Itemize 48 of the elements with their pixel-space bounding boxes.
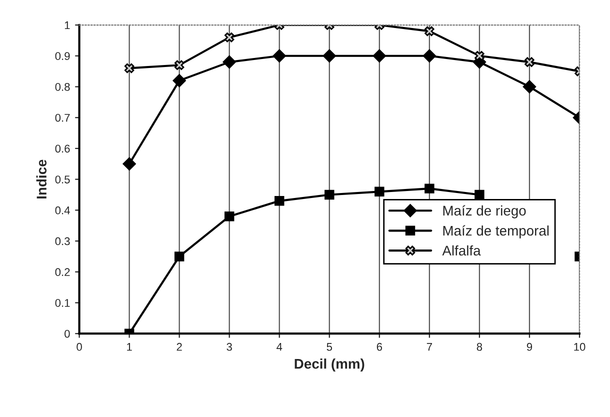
point	[274, 196, 284, 206]
point	[522, 80, 536, 94]
point	[124, 63, 134, 74]
x-axis-title: Decil (mm)	[294, 358, 364, 372]
y-tick-label: 1	[64, 21, 70, 30]
x-tick-label: 0	[76, 342, 82, 351]
point	[122, 157, 136, 170]
y-tick-label: 0.8	[55, 83, 70, 91]
point	[372, 49, 386, 62]
legend-label: Alfalfa	[442, 245, 481, 256]
legend-label: Maíz de temporal	[443, 225, 549, 238]
x-tick-label: 2	[176, 342, 182, 351]
point	[422, 49, 436, 62]
y-axis-title: Indice	[36, 160, 47, 198]
x-tick-label: 5	[326, 343, 332, 351]
point	[424, 26, 434, 36]
x-tick-label: 4	[276, 343, 282, 351]
y-tick-label: 0.9	[55, 52, 70, 60]
point	[322, 49, 336, 62]
y-tick-label: 0.4	[55, 206, 70, 214]
x-tick-label: 7	[426, 343, 432, 351]
x-tick-label: 3	[226, 342, 232, 351]
y-tick-label: 0.3	[55, 237, 70, 246]
point	[174, 60, 184, 70]
point	[224, 211, 234, 222]
point	[524, 57, 534, 67]
x-tick-label: 6	[376, 342, 382, 351]
y-tick-label: 0	[64, 330, 70, 338]
y-tick-label: 0.1	[55, 299, 70, 307]
point	[222, 55, 236, 69]
point	[324, 190, 334, 200]
y-tick-label: 0.5	[55, 176, 70, 184]
x-tick-label: 1	[127, 343, 132, 351]
y-tick-label: 0.7	[55, 114, 70, 122]
point	[374, 186, 384, 197]
y-tick-label: 0.2	[55, 268, 70, 276]
point	[474, 51, 484, 61]
point	[174, 252, 184, 262]
x-tick-label: 9	[526, 342, 532, 351]
legend-label: Maíz de riego	[443, 205, 526, 218]
x-tick-label: 8	[476, 342, 482, 351]
y-tick-label: 0.6	[55, 144, 70, 153]
point	[424, 184, 434, 194]
x-tick-label: 10	[574, 342, 586, 351]
point	[474, 190, 484, 200]
point	[272, 49, 286, 62]
point	[172, 74, 186, 88]
point	[224, 32, 234, 42]
